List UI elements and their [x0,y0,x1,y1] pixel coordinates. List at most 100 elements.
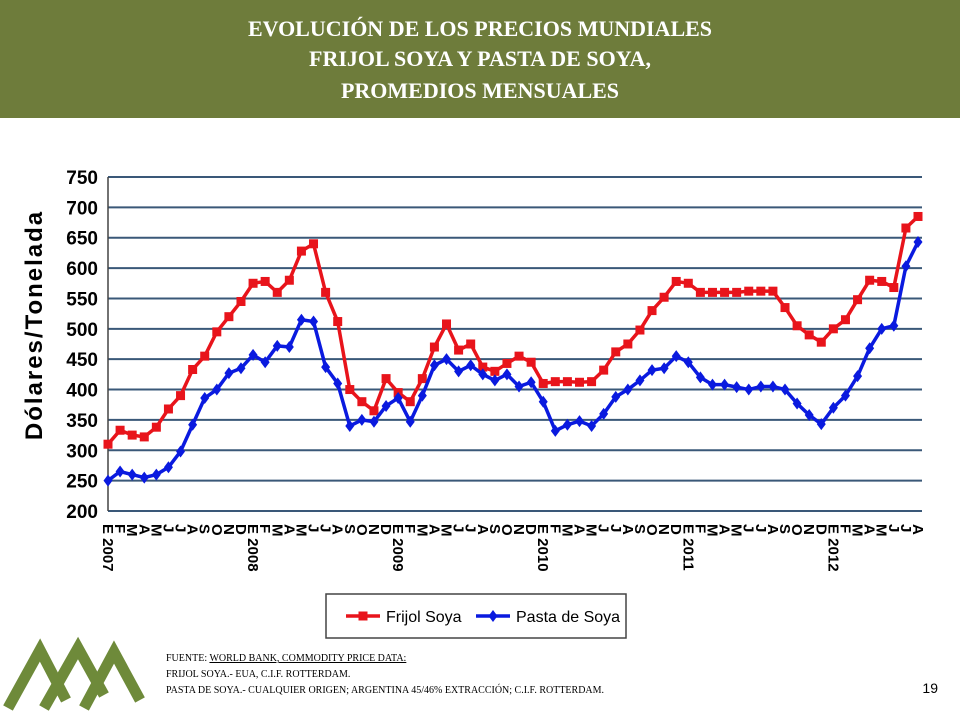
marker [454,365,464,378]
marker [526,376,536,389]
marker [296,246,306,256]
marker [333,377,343,390]
logo [3,636,145,711]
marker [321,287,331,297]
marker [176,445,186,458]
marker [683,278,693,288]
x-tick-label: F [401,524,418,533]
x-tick-label: A [909,524,926,535]
x-tick-label: M [558,524,575,537]
marker [877,276,887,286]
marker [780,383,790,396]
marker [514,351,524,361]
x-tick-label: O [643,524,660,536]
marker [345,385,355,395]
marker [502,358,512,368]
marker [671,276,681,286]
marker [454,345,464,355]
marker [151,468,161,481]
marker [127,468,137,481]
marker [768,286,778,296]
page-number: 19 [922,680,938,696]
marker [163,404,173,414]
marker [200,351,210,361]
marker [635,374,645,387]
marker [417,389,427,402]
x-tick-label: F [256,524,273,533]
y-tick-label: 500 [66,320,98,341]
marker [260,356,270,369]
marker [478,368,488,381]
x-tick-label: J [595,524,612,532]
marker [828,324,838,334]
title-line: PROMEDIOS MENSUALES [341,78,619,103]
x-tick-label: J [159,524,176,532]
marker [236,362,246,375]
marker [393,392,403,405]
x-tick-label: A [764,524,781,535]
marker [429,342,439,352]
marker [768,380,778,393]
marker [224,312,234,322]
marker [732,287,742,297]
x-tick-label: A [716,524,733,535]
marker [683,356,693,369]
y-tick-label: 450 [66,350,98,371]
marker [163,461,173,474]
marker [272,287,282,297]
x-tick-label: N [365,524,382,535]
marker [853,295,863,305]
x-tick-label: J [740,524,757,532]
marker [744,286,754,296]
x-tick-label: M [413,524,430,537]
marker [272,339,282,352]
marker [611,390,621,403]
footer-source: FUENTE: WORLD BANK, COMMODITY PRICE DATA… [166,653,406,664]
x-tick-label: J [305,524,322,532]
marker [321,361,331,374]
marker [659,292,669,302]
marker [720,287,730,297]
marker [889,283,899,293]
y-tick-label: 250 [66,472,98,493]
series-line [106,215,920,446]
marker [744,383,754,396]
marker [381,374,391,384]
x-tick-label: D [812,524,829,535]
marker [488,610,498,622]
marker [780,303,790,313]
marker [901,223,911,233]
marker [562,418,572,431]
x-tick-label: E 2011 [679,524,696,571]
marker [442,353,452,366]
x-tick-label: N [220,524,237,535]
x-tick-label: O [498,524,515,536]
marker [889,319,899,332]
marker [877,322,887,335]
marker [792,397,802,410]
marker [358,611,368,621]
marker [333,317,343,327]
marker [550,424,560,437]
marker [647,364,657,377]
marker [720,378,730,391]
marker [865,342,875,355]
x-tick-label: A [570,524,587,535]
x-tick-label: D [667,524,684,535]
marker [417,374,427,384]
x-tick-label: S [631,524,648,534]
x-tick-label: J [897,524,914,532]
marker [490,374,500,387]
marker [635,325,645,335]
x-tick-label: O [208,524,225,536]
marker [466,339,476,349]
marker [804,409,814,422]
x-tick-label: A [329,524,346,535]
marker [671,350,681,363]
marker [514,380,524,393]
x-tick-label: F [546,524,563,533]
marker [236,296,246,306]
marker [550,377,560,387]
marker [357,397,367,407]
